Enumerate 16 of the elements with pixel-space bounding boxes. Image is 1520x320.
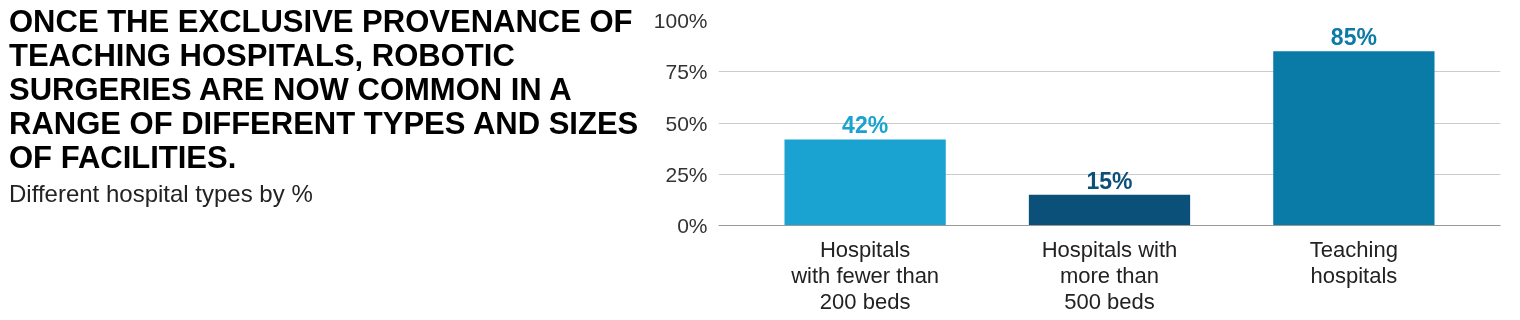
y-tick-label: 75%	[665, 60, 708, 84]
text: ONCE THE EXCLUSIVE PROVENANCE OF TEACHING HOSPITALS, ROBOTIC SURGERIES ARE NOW COMMON IN A RANGE OF DIFFERENT TYPES AND SIZES OF FACILITIES.	[9, 4, 640, 175]
x-tick-label: Hospitals with more than 500 beds	[1041, 236, 1178, 314]
x-tick-label: Hospitals with fewer than 200 beds	[790, 236, 940, 314]
bar	[1028, 194, 1191, 226]
text: Different hospital types by %	[9, 179, 314, 209]
y-tick-label: 100%	[653, 9, 708, 32]
y-tick-label: 0%	[677, 214, 708, 237]
bar	[1273, 51, 1435, 226]
y-tick-label: 25%	[665, 162, 708, 186]
bar	[784, 139, 946, 226]
data-label: 15%	[1086, 167, 1133, 194]
y-tick-label: 50%	[665, 111, 708, 135]
x-tick-label: Teaching hospitals	[1309, 236, 1398, 288]
data-label: 85%	[1330, 24, 1377, 51]
data-label: 42%	[842, 112, 889, 139]
